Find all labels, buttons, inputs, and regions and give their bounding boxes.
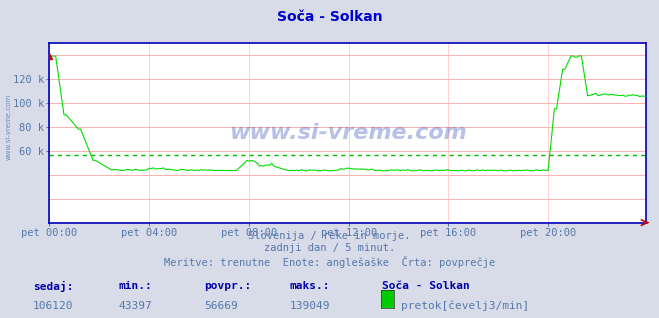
Text: Soča - Solkan: Soča - Solkan xyxy=(382,281,470,291)
Text: 56669: 56669 xyxy=(204,301,238,310)
Text: zadnji dan / 5 minut.: zadnji dan / 5 minut. xyxy=(264,243,395,253)
Text: pretok[čevelj3/min]: pretok[čevelj3/min] xyxy=(401,301,529,311)
Text: sedaj:: sedaj: xyxy=(33,281,73,293)
Text: povpr.:: povpr.: xyxy=(204,281,252,291)
Text: Soča - Solkan: Soča - Solkan xyxy=(277,10,382,24)
Text: 139049: 139049 xyxy=(290,301,330,310)
Text: www.si-vreme.com: www.si-vreme.com xyxy=(5,94,12,160)
Text: min.:: min.: xyxy=(119,281,152,291)
Text: Meritve: trenutne  Enote: anglešaške  Črta: povprečje: Meritve: trenutne Enote: anglešaške Črta… xyxy=(164,256,495,268)
Text: 106120: 106120 xyxy=(33,301,73,310)
Text: 43397: 43397 xyxy=(119,301,152,310)
Text: maks.:: maks.: xyxy=(290,281,330,291)
Text: Slovenija / reke in morje.: Slovenija / reke in morje. xyxy=(248,231,411,240)
Text: www.si-vreme.com: www.si-vreme.com xyxy=(229,123,467,143)
